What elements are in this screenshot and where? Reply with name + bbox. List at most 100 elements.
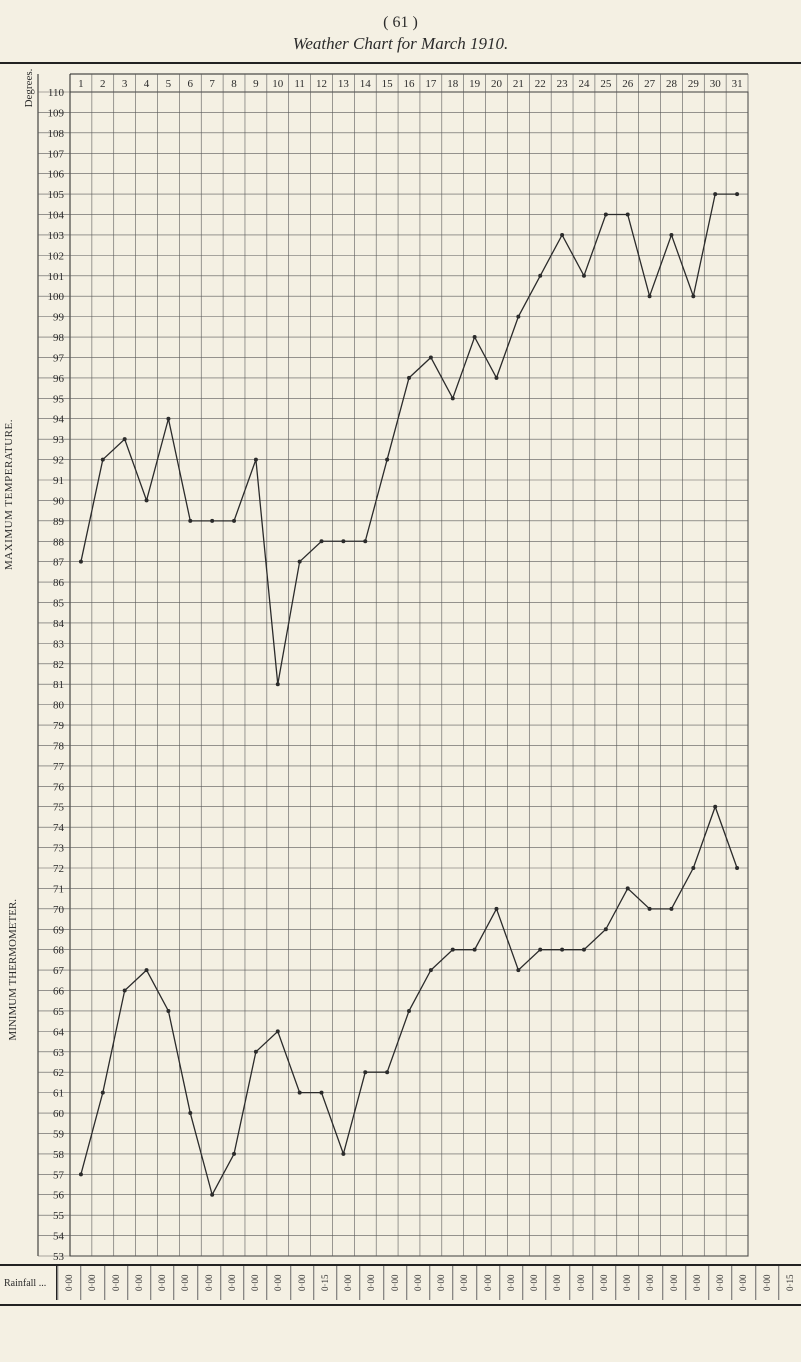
rainfall-cell: 0·00: [127, 1266, 150, 1300]
rainfall-cell: 0·00: [545, 1266, 568, 1300]
svg-text:107: 107: [48, 148, 65, 160]
svg-text:53: 53: [53, 1251, 65, 1263]
svg-text:16: 16: [404, 78, 416, 90]
svg-text:23: 23: [557, 78, 569, 90]
rainfall-cell: 0·00: [150, 1266, 173, 1300]
rainfall-cell: 0·00: [755, 1266, 778, 1300]
svg-text:105: 105: [48, 189, 65, 201]
svg-text:13: 13: [338, 78, 350, 90]
svg-text:21: 21: [513, 78, 524, 90]
rainfall-cell: 0·00: [173, 1266, 196, 1300]
svg-text:1: 1: [78, 78, 84, 90]
svg-text:65: 65: [53, 1006, 65, 1018]
svg-text:70: 70: [53, 904, 65, 916]
svg-text:Degrees.: Degrees.: [23, 68, 35, 107]
rainfall-cell: 0·00: [290, 1266, 313, 1300]
svg-text:88: 88: [53, 536, 65, 548]
chart-svg: Degrees.12345678910111213141516171819202…: [18, 64, 758, 1264]
svg-text:19: 19: [469, 78, 481, 90]
svg-text:101: 101: [48, 271, 65, 283]
rainfall-label: Rainfall ...: [0, 1266, 57, 1300]
svg-text:100: 100: [48, 291, 65, 303]
svg-text:73: 73: [53, 843, 65, 855]
svg-text:94: 94: [53, 414, 65, 426]
rainfall-cell: 0·15: [778, 1266, 801, 1300]
svg-text:92: 92: [53, 455, 64, 467]
rainfall-cell: 0·00: [638, 1266, 661, 1300]
svg-text:106: 106: [48, 169, 65, 181]
rainfall-cell: 0·00: [359, 1266, 382, 1300]
svg-text:58: 58: [53, 1149, 65, 1161]
svg-text:99: 99: [53, 312, 65, 324]
rainfall-cell: 0·00: [383, 1266, 406, 1300]
svg-text:8: 8: [231, 78, 237, 90]
svg-text:95: 95: [53, 393, 65, 405]
rainfall-cell: 0·00: [266, 1266, 289, 1300]
rainfall-cell: 0·00: [104, 1266, 127, 1300]
rainfall-cell: 0·00: [615, 1266, 638, 1300]
svg-text:87: 87: [53, 557, 65, 569]
svg-text:72: 72: [53, 863, 64, 875]
chart-title: Weather Chart for March 1910.: [0, 34, 801, 54]
max-section-label: MAXIMUM TEMPERATURE.: [3, 419, 15, 570]
svg-text:20: 20: [491, 78, 503, 90]
svg-text:75: 75: [53, 802, 65, 814]
svg-text:71: 71: [53, 883, 64, 895]
rainfall-cell: 0·00: [336, 1266, 359, 1300]
svg-text:22: 22: [535, 78, 546, 90]
rainfall-cell: 0·00: [708, 1266, 731, 1300]
svg-text:68: 68: [53, 945, 65, 957]
svg-text:74: 74: [53, 822, 65, 834]
svg-text:24: 24: [578, 78, 590, 90]
svg-text:66: 66: [53, 986, 65, 998]
min-section-label: MINIMUM THERMOMETER.: [7, 899, 19, 1041]
svg-text:15: 15: [382, 78, 394, 90]
rainfall-cell: 0·00: [80, 1266, 103, 1300]
svg-text:57: 57: [53, 1169, 65, 1181]
svg-text:2: 2: [100, 78, 106, 90]
svg-text:5: 5: [166, 78, 172, 90]
ylabel-max: MAXIMUM TEMPERATURE.: [0, 174, 18, 814]
svg-text:82: 82: [53, 659, 64, 671]
svg-text:103: 103: [48, 230, 65, 242]
svg-text:54: 54: [53, 1231, 65, 1243]
svg-text:61: 61: [53, 1088, 64, 1100]
svg-text:62: 62: [53, 1067, 64, 1079]
svg-text:63: 63: [53, 1047, 65, 1059]
svg-text:78: 78: [53, 740, 65, 752]
svg-text:104: 104: [48, 210, 65, 222]
svg-text:81: 81: [53, 679, 64, 691]
rainfall-cell: 0·00: [685, 1266, 708, 1300]
svg-text:59: 59: [53, 1128, 65, 1140]
svg-text:110: 110: [48, 87, 65, 99]
svg-text:90: 90: [53, 495, 65, 507]
svg-text:93: 93: [53, 434, 65, 446]
svg-text:14: 14: [360, 78, 372, 90]
rainfall-cell: 0·00: [452, 1266, 475, 1300]
svg-text:97: 97: [53, 352, 65, 364]
svg-text:9: 9: [253, 78, 259, 90]
svg-text:27: 27: [644, 78, 656, 90]
rainfall-cell: 0·00: [429, 1266, 452, 1300]
rainfall-cell: 0·15: [313, 1266, 336, 1300]
rainfall-cell: 0·00: [569, 1266, 592, 1300]
svg-text:3: 3: [122, 78, 128, 90]
svg-text:85: 85: [53, 598, 65, 610]
page-number: ( 61 ): [0, 0, 801, 32]
svg-text:4: 4: [144, 78, 150, 90]
svg-text:30: 30: [710, 78, 722, 90]
svg-text:91: 91: [53, 475, 64, 487]
rainfall-cell: 0·00: [243, 1266, 266, 1300]
svg-text:86: 86: [53, 577, 65, 589]
rainfall-cell: 0·00: [406, 1266, 429, 1300]
svg-text:25: 25: [600, 78, 612, 90]
svg-text:79: 79: [53, 720, 65, 732]
chart-area: MAXIMUM TEMPERATURE. Degrees.12345678910…: [0, 64, 801, 1265]
rainfall-cell: 0·00: [522, 1266, 545, 1300]
svg-text:6: 6: [188, 78, 194, 90]
rainfall-cell: 0·00: [57, 1266, 80, 1300]
svg-text:64: 64: [53, 1026, 65, 1038]
svg-text:18: 18: [447, 78, 459, 90]
svg-text:98: 98: [53, 332, 65, 344]
rainfall-cell: 0·00: [731, 1266, 754, 1300]
